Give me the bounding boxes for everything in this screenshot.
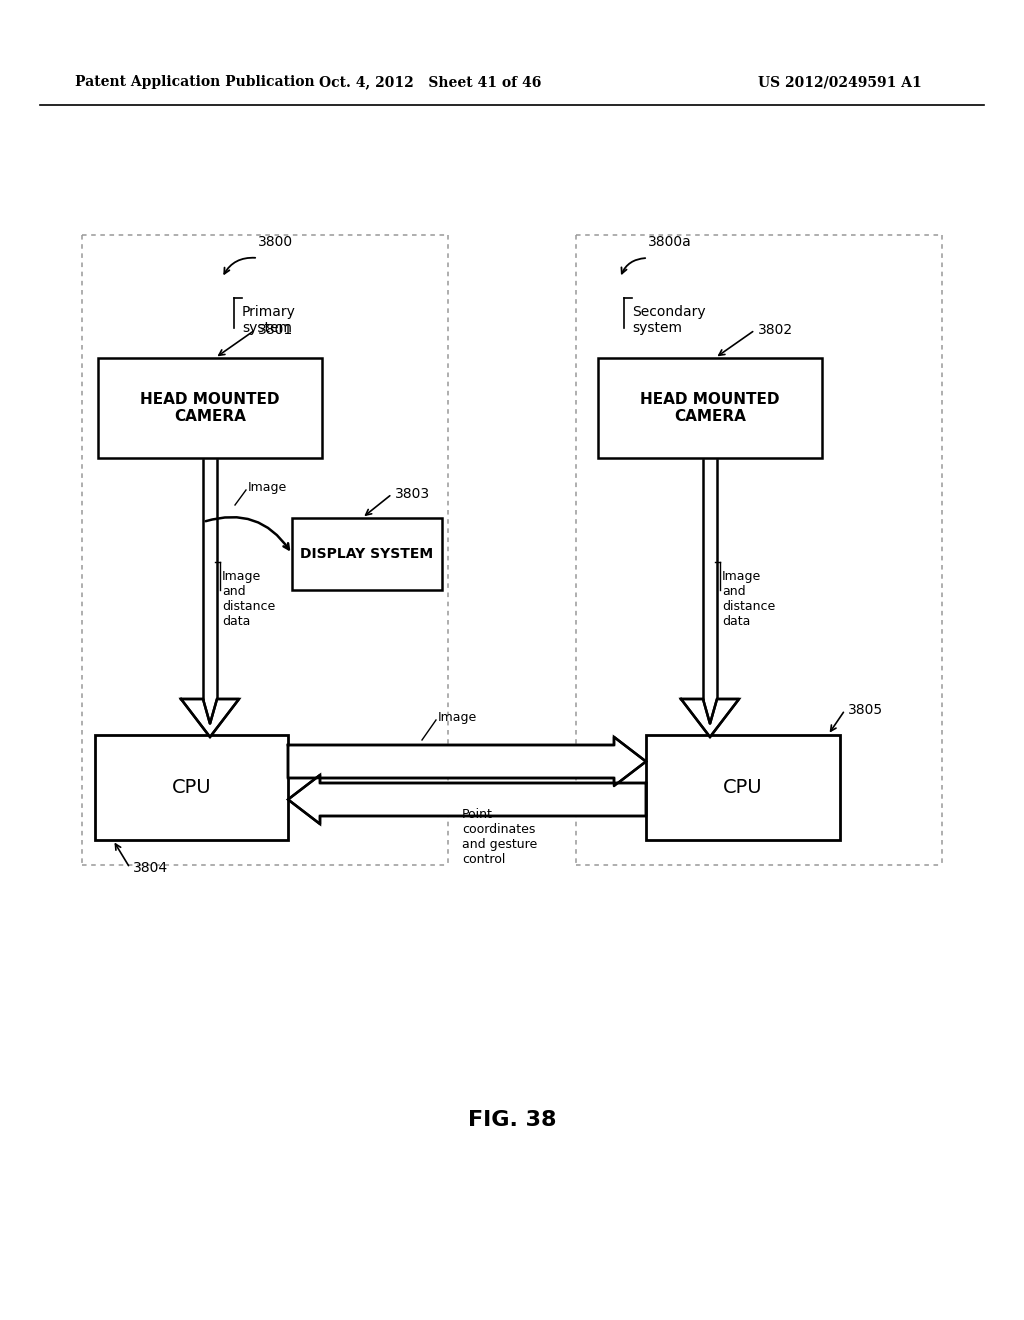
Text: Primary
system: Primary system: [242, 305, 296, 335]
Text: Image: Image: [438, 711, 477, 725]
Polygon shape: [288, 775, 646, 824]
Text: 3800a: 3800a: [648, 235, 692, 249]
Text: Point
coordinates
and gesture
control: Point coordinates and gesture control: [462, 808, 538, 866]
Text: HEAD MOUNTED
CAMERA: HEAD MOUNTED CAMERA: [140, 392, 280, 424]
Bar: [98, 358, 322, 458]
Text: Patent Application Publication: Patent Application Publication: [75, 75, 314, 88]
Text: Image: Image: [248, 482, 288, 495]
Bar: [292, 517, 442, 590]
Text: 3805: 3805: [848, 704, 883, 717]
Text: 3801: 3801: [258, 323, 293, 337]
Text: CPU: CPU: [172, 777, 211, 797]
Text: Image
and
distance
data: Image and distance data: [222, 570, 275, 628]
Text: 3802: 3802: [758, 323, 794, 337]
Text: CPU: CPU: [723, 777, 763, 797]
Text: FIG. 38: FIG. 38: [468, 1110, 556, 1130]
Text: US 2012/0249591 A1: US 2012/0249591 A1: [758, 75, 922, 88]
Bar: [646, 735, 840, 840]
Text: Oct. 4, 2012   Sheet 41 of 46: Oct. 4, 2012 Sheet 41 of 46: [318, 75, 542, 88]
Bar: [598, 358, 822, 458]
Text: DISPLAY SYSTEM: DISPLAY SYSTEM: [300, 546, 433, 561]
Text: HEAD MOUNTED
CAMERA: HEAD MOUNTED CAMERA: [640, 392, 779, 424]
Text: 3804: 3804: [133, 861, 168, 875]
Polygon shape: [288, 737, 646, 785]
Text: Secondary
system: Secondary system: [632, 305, 706, 335]
Text: 3803: 3803: [395, 487, 430, 502]
Polygon shape: [181, 700, 239, 737]
Polygon shape: [681, 700, 739, 737]
Text: Image
and
distance
data: Image and distance data: [722, 570, 775, 628]
Text: 3800: 3800: [258, 235, 293, 249]
Bar: [95, 735, 288, 840]
